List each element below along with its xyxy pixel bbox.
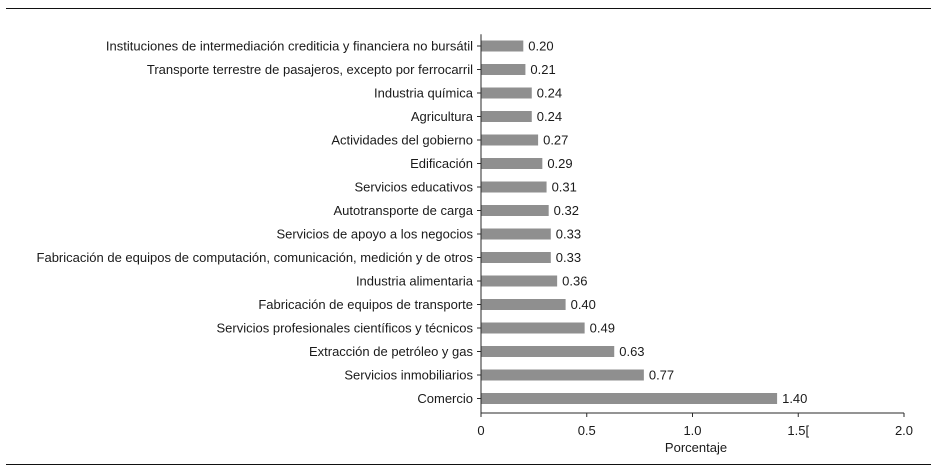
bars-layer: Instituciones de intermediación creditic… xyxy=(37,39,808,407)
bar xyxy=(481,299,566,310)
category-label: Extracción de petróleo y gas xyxy=(309,344,474,359)
bar xyxy=(481,322,585,334)
value-label: 0.24 xyxy=(537,109,562,124)
value-label: 0.77 xyxy=(649,368,674,383)
bar xyxy=(481,134,539,146)
value-label: 0.27 xyxy=(543,133,568,148)
value-label: 0.40 xyxy=(571,297,596,312)
bar xyxy=(481,369,644,381)
bar xyxy=(481,87,532,99)
bottom-rule xyxy=(6,464,931,465)
category-label: Agricultura xyxy=(411,109,474,124)
value-label: 0.31 xyxy=(552,180,577,195)
category-label: Transporte terrestre de pasajeros, excep… xyxy=(147,62,473,77)
value-label: 0.33 xyxy=(556,227,581,242)
category-label: Servicios educativos xyxy=(355,180,474,195)
category-label: Servicios profesionales científicos y té… xyxy=(216,321,473,336)
value-label: 1.40 xyxy=(782,391,807,406)
x-tick-label: 1.0 xyxy=(683,423,701,438)
top-rule xyxy=(6,8,931,9)
category-label: Fabricación de equipos de computación, c… xyxy=(37,250,474,265)
x-tick-label: 0.5 xyxy=(578,423,596,438)
bar xyxy=(481,275,558,287)
value-label: 0.20 xyxy=(528,39,553,54)
bar xyxy=(481,228,551,240)
value-label: 0.33 xyxy=(556,250,581,265)
bar xyxy=(481,393,778,404)
category-label: Instituciones de intermediación creditic… xyxy=(106,39,473,54)
bar xyxy=(481,205,549,216)
x-tick-label: 2.0 xyxy=(895,423,913,438)
value-label: 0.36 xyxy=(562,274,587,289)
value-label: 0.49 xyxy=(590,321,615,336)
bar xyxy=(481,64,526,75)
bar xyxy=(481,158,543,169)
bar xyxy=(481,111,532,122)
x-axis-title: Porcentaje xyxy=(665,440,727,455)
bar xyxy=(481,181,547,193)
value-label: 0.63 xyxy=(619,344,644,359)
bar xyxy=(481,252,551,263)
value-label: 0.21 xyxy=(530,62,555,77)
category-label: Actividades del gobierno xyxy=(331,133,473,148)
bar xyxy=(481,40,524,52)
x-tick-label: 0 xyxy=(477,423,484,438)
value-label: 0.32 xyxy=(554,203,579,218)
bar xyxy=(481,346,615,357)
x-axis: 0 0.5 1.0 1.5[ 2.0 xyxy=(477,34,913,438)
category-label: Comercio xyxy=(417,391,473,406)
value-label: 0.24 xyxy=(537,86,562,101)
category-label: Fabricación de equipos de transporte xyxy=(258,297,473,312)
x-tick-label: 1.5[ xyxy=(787,423,809,438)
value-label: 0.29 xyxy=(547,156,572,171)
category-label: Edificación xyxy=(410,156,473,171)
category-label: Industria química xyxy=(374,86,474,101)
category-label: Servicios de apoyo a los negocios xyxy=(276,227,473,242)
category-label: Autotransporte de carga xyxy=(334,203,474,218)
category-label: Industria alimentaria xyxy=(356,274,474,289)
category-label: Servicios inmobiliarios xyxy=(344,368,473,383)
